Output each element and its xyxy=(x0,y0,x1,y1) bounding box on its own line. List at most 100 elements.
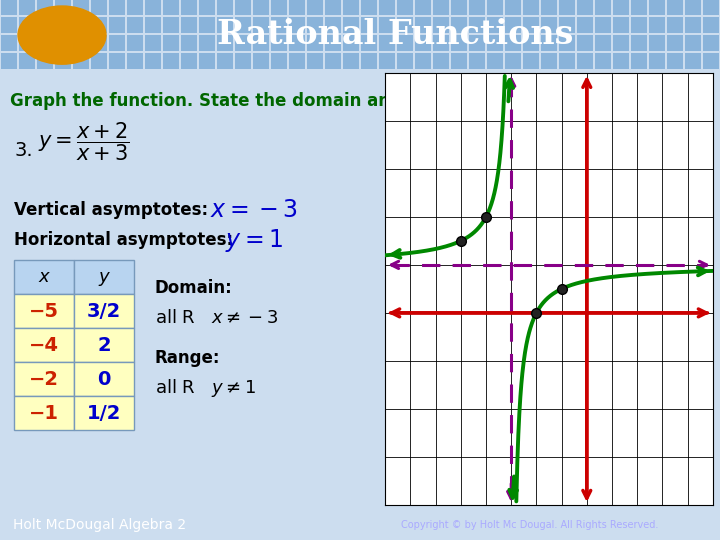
FancyBboxPatch shape xyxy=(541,53,557,69)
FancyBboxPatch shape xyxy=(433,53,449,69)
Text: Range:: Range: xyxy=(155,349,220,367)
FancyBboxPatch shape xyxy=(253,0,269,15)
FancyBboxPatch shape xyxy=(613,35,629,51)
FancyBboxPatch shape xyxy=(73,35,89,51)
FancyBboxPatch shape xyxy=(577,53,593,69)
FancyBboxPatch shape xyxy=(685,0,701,15)
FancyBboxPatch shape xyxy=(523,17,539,33)
FancyBboxPatch shape xyxy=(703,35,719,51)
FancyBboxPatch shape xyxy=(55,0,71,15)
FancyBboxPatch shape xyxy=(91,53,107,69)
FancyBboxPatch shape xyxy=(289,0,305,15)
FancyBboxPatch shape xyxy=(523,53,539,69)
FancyBboxPatch shape xyxy=(1,0,17,15)
FancyBboxPatch shape xyxy=(109,0,125,15)
FancyBboxPatch shape xyxy=(74,396,134,430)
FancyBboxPatch shape xyxy=(451,0,467,15)
FancyBboxPatch shape xyxy=(433,0,449,15)
FancyBboxPatch shape xyxy=(397,35,413,51)
FancyBboxPatch shape xyxy=(451,17,467,33)
FancyBboxPatch shape xyxy=(271,17,287,33)
FancyBboxPatch shape xyxy=(14,328,74,362)
FancyBboxPatch shape xyxy=(253,53,269,69)
FancyBboxPatch shape xyxy=(163,53,179,69)
FancyBboxPatch shape xyxy=(55,53,71,69)
FancyBboxPatch shape xyxy=(361,0,377,15)
FancyBboxPatch shape xyxy=(74,294,134,328)
FancyBboxPatch shape xyxy=(379,53,395,69)
FancyBboxPatch shape xyxy=(397,17,413,33)
FancyBboxPatch shape xyxy=(487,53,503,69)
FancyBboxPatch shape xyxy=(343,17,359,33)
Text: Holt McDougal Algebra 2: Holt McDougal Algebra 2 xyxy=(14,518,186,532)
FancyBboxPatch shape xyxy=(631,35,647,51)
FancyBboxPatch shape xyxy=(217,35,233,51)
FancyBboxPatch shape xyxy=(199,0,215,15)
Text: Domain:: Domain: xyxy=(155,279,233,297)
FancyBboxPatch shape xyxy=(523,35,539,51)
FancyBboxPatch shape xyxy=(397,53,413,69)
FancyBboxPatch shape xyxy=(361,17,377,33)
FancyBboxPatch shape xyxy=(37,35,53,51)
FancyBboxPatch shape xyxy=(631,53,647,69)
FancyBboxPatch shape xyxy=(325,53,341,69)
FancyBboxPatch shape xyxy=(703,17,719,33)
FancyBboxPatch shape xyxy=(74,328,134,362)
FancyBboxPatch shape xyxy=(379,17,395,33)
FancyBboxPatch shape xyxy=(163,35,179,51)
Text: $y = \dfrac{x+2}{x+3}$: $y = \dfrac{x+2}{x+3}$ xyxy=(38,121,130,164)
FancyBboxPatch shape xyxy=(451,53,467,69)
FancyBboxPatch shape xyxy=(127,17,143,33)
Text: $x=-3$: $x=-3$ xyxy=(210,198,297,222)
FancyBboxPatch shape xyxy=(559,35,575,51)
FancyBboxPatch shape xyxy=(325,17,341,33)
FancyBboxPatch shape xyxy=(199,53,215,69)
FancyBboxPatch shape xyxy=(685,17,701,33)
FancyBboxPatch shape xyxy=(469,17,485,33)
FancyBboxPatch shape xyxy=(613,0,629,15)
FancyBboxPatch shape xyxy=(37,17,53,33)
FancyBboxPatch shape xyxy=(703,53,719,69)
FancyBboxPatch shape xyxy=(145,35,161,51)
Text: 3/2: 3/2 xyxy=(87,302,121,321)
FancyBboxPatch shape xyxy=(415,35,431,51)
FancyBboxPatch shape xyxy=(109,17,125,33)
FancyBboxPatch shape xyxy=(307,0,323,15)
FancyBboxPatch shape xyxy=(163,17,179,33)
FancyBboxPatch shape xyxy=(289,53,305,69)
FancyBboxPatch shape xyxy=(74,260,134,294)
FancyBboxPatch shape xyxy=(613,17,629,33)
FancyBboxPatch shape xyxy=(1,35,17,51)
FancyBboxPatch shape xyxy=(14,396,74,430)
FancyBboxPatch shape xyxy=(631,0,647,15)
FancyBboxPatch shape xyxy=(649,35,665,51)
Text: x: x xyxy=(39,268,49,286)
FancyBboxPatch shape xyxy=(343,0,359,15)
FancyBboxPatch shape xyxy=(343,53,359,69)
Text: Copyright © by Holt Mc Dougal. All Rights Reserved.: Copyright © by Holt Mc Dougal. All Right… xyxy=(401,520,659,530)
Text: y: y xyxy=(99,268,109,286)
FancyBboxPatch shape xyxy=(415,17,431,33)
FancyBboxPatch shape xyxy=(487,0,503,15)
FancyBboxPatch shape xyxy=(109,53,125,69)
FancyBboxPatch shape xyxy=(1,53,17,69)
FancyBboxPatch shape xyxy=(577,0,593,15)
Text: 2: 2 xyxy=(97,336,111,355)
Text: 3.: 3. xyxy=(14,141,32,160)
FancyBboxPatch shape xyxy=(289,17,305,33)
FancyBboxPatch shape xyxy=(74,362,134,396)
FancyBboxPatch shape xyxy=(325,0,341,15)
FancyBboxPatch shape xyxy=(577,35,593,51)
FancyBboxPatch shape xyxy=(469,35,485,51)
FancyBboxPatch shape xyxy=(631,17,647,33)
FancyBboxPatch shape xyxy=(181,53,197,69)
FancyBboxPatch shape xyxy=(667,17,683,33)
FancyBboxPatch shape xyxy=(145,53,161,69)
FancyBboxPatch shape xyxy=(19,17,35,33)
FancyBboxPatch shape xyxy=(1,17,17,33)
FancyBboxPatch shape xyxy=(307,35,323,51)
FancyBboxPatch shape xyxy=(235,53,251,69)
Text: all R   $x\neq-3$: all R $x\neq-3$ xyxy=(155,309,278,327)
FancyBboxPatch shape xyxy=(55,17,71,33)
FancyBboxPatch shape xyxy=(199,35,215,51)
